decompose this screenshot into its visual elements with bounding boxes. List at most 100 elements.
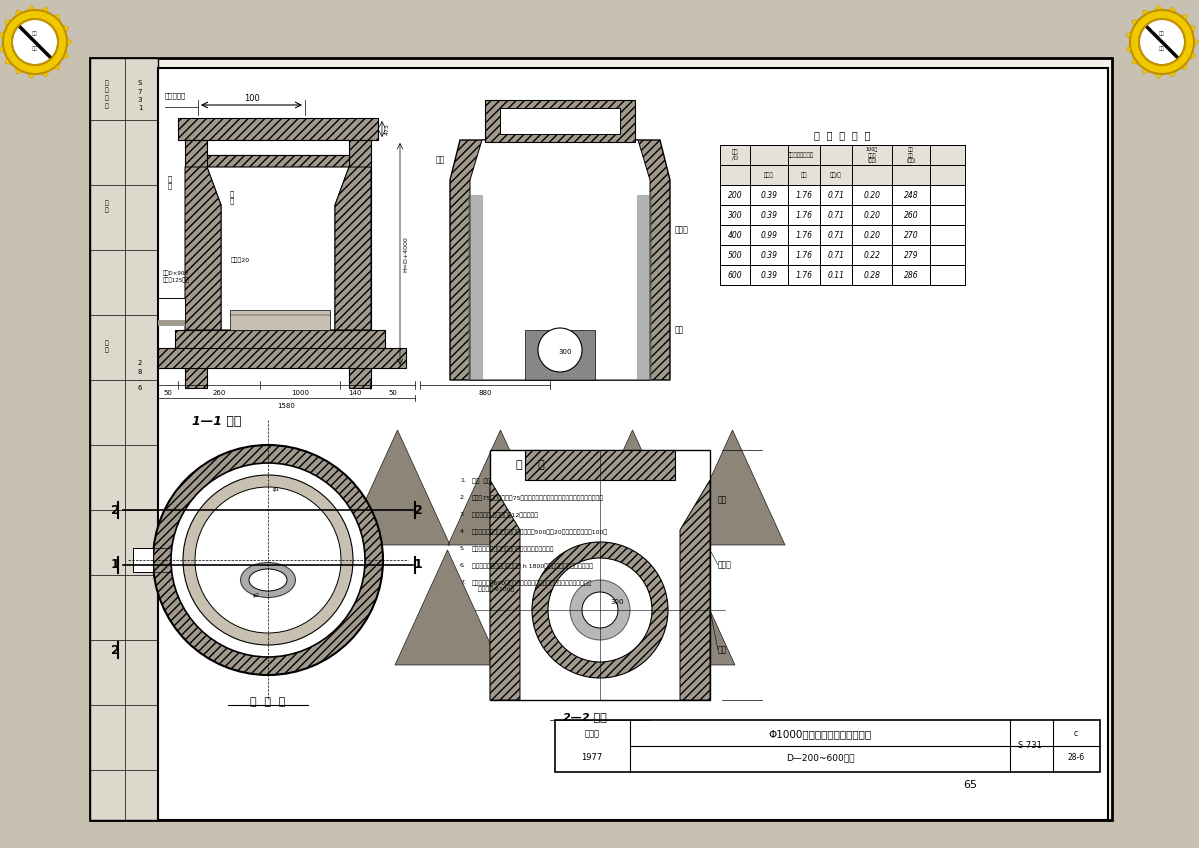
Bar — [158, 68, 1108, 820]
Bar — [721, 145, 965, 165]
Text: c: c — [1074, 729, 1078, 739]
Polygon shape — [5, 57, 12, 64]
Polygon shape — [1132, 57, 1139, 64]
Text: 0.99: 0.99 — [760, 231, 777, 239]
Text: 混凝土兰时井并学驾驶宝置工道路以上500，等20，布线铺宿岩，等100。: 混凝土兰时井并学驾驶宝置工道路以上500，等20，布线铺宿岩，等100。 — [472, 529, 608, 534]
Text: 0.71: 0.71 — [827, 231, 844, 239]
Text: 混凝土（立方米）: 混凝土（立方米） — [788, 152, 814, 158]
Text: 图集: 图集 — [1159, 31, 1165, 36]
Text: 1.76: 1.76 — [795, 210, 813, 220]
Text: 1580: 1580 — [277, 403, 295, 409]
Text: 28-6: 28-6 — [1067, 754, 1085, 762]
Text: D—200~600毫米: D—200~600毫米 — [785, 754, 854, 762]
Text: 2
8
-
6: 2 8 - 6 — [138, 360, 143, 392]
Polygon shape — [1126, 31, 1132, 40]
Text: 400: 400 — [728, 231, 742, 239]
Bar — [525, 330, 595, 380]
Polygon shape — [505, 550, 615, 670]
Text: 279: 279 — [904, 250, 918, 259]
Circle shape — [195, 487, 341, 633]
Text: 接入吾望超照胸纲砸朋砂碎，混凝土贡和铺镇巅。: 接入吾望超照胸纲砸朋砂碎，混凝土贡和铺镇巅。 — [472, 546, 554, 551]
Text: φ1: φ1 — [273, 488, 281, 493]
Polygon shape — [185, 167, 221, 330]
Text: 1: 1 — [110, 559, 120, 572]
Polygon shape — [394, 550, 500, 665]
Text: 6.: 6. — [460, 563, 466, 568]
Bar — [555, 720, 1099, 772]
Circle shape — [532, 542, 668, 678]
Text: 200: 200 — [728, 191, 742, 199]
Polygon shape — [1155, 73, 1163, 79]
Text: 1.: 1. — [460, 478, 466, 483]
Polygon shape — [1189, 25, 1195, 33]
Polygon shape — [1168, 70, 1176, 77]
Text: 截口段: 截口段 — [718, 561, 731, 570]
Text: 475: 475 — [385, 123, 390, 135]
Bar — [207, 155, 349, 167]
Bar — [90, 58, 158, 820]
Circle shape — [4, 10, 67, 74]
Text: S
7
3
1: S 7 3 1 — [138, 80, 143, 111]
Text: 墙口段: 墙口段 — [764, 172, 773, 178]
Bar — [721, 225, 965, 245]
Text: 50: 50 — [163, 390, 173, 396]
Bar — [158, 348, 406, 368]
Text: 井盖: 井盖 — [718, 495, 728, 505]
Bar — [721, 265, 965, 285]
Text: 270: 270 — [904, 231, 918, 239]
Bar — [468, 195, 483, 380]
Polygon shape — [16, 67, 23, 74]
Text: 1—1 剖面: 1—1 剖面 — [192, 415, 241, 428]
Bar — [721, 245, 965, 265]
Polygon shape — [1180, 63, 1187, 70]
Bar — [133, 548, 153, 572]
Text: 井井计算范围600号疑惑上，导台等平于管管靠等，若干黄前生犁时，
   井是型号 6100。: 井井计算范围600号疑惑上，导台等平于管管靠等，若干黄前生犁时， 井是型号 61… — [472, 580, 592, 592]
Polygon shape — [53, 14, 60, 21]
Polygon shape — [0, 31, 5, 40]
Text: H=D+4000: H=D+4000 — [403, 236, 408, 272]
Text: 65: 65 — [963, 780, 977, 790]
Polygon shape — [1180, 14, 1187, 21]
Polygon shape — [41, 70, 49, 77]
Bar — [721, 165, 965, 185]
Bar — [230, 310, 330, 330]
Text: 260: 260 — [212, 390, 225, 396]
Bar — [185, 140, 207, 388]
Text: 1977: 1977 — [582, 754, 603, 762]
Text: 标准图: 标准图 — [584, 729, 600, 739]
Polygon shape — [490, 480, 520, 700]
Text: 300: 300 — [559, 349, 572, 355]
Text: 井身: 井身 — [801, 172, 807, 178]
Text: 286: 286 — [904, 271, 918, 280]
Text: 1000: 1000 — [291, 390, 309, 396]
Text: 2: 2 — [110, 504, 120, 516]
Text: 1.76: 1.76 — [795, 191, 813, 199]
Polygon shape — [62, 51, 68, 59]
Text: 管径
/D: 管径 /D — [731, 149, 739, 161]
Polygon shape — [207, 167, 349, 330]
Bar — [637, 195, 652, 380]
Polygon shape — [67, 37, 72, 47]
Polygon shape — [1189, 51, 1195, 59]
Text: 3.: 3. — [460, 512, 466, 517]
Text: 248: 248 — [904, 191, 918, 199]
Polygon shape — [1168, 7, 1176, 14]
Text: 4.: 4. — [460, 529, 466, 534]
Text: 图
号: 图 号 — [106, 340, 109, 354]
Polygon shape — [580, 430, 685, 545]
Text: 0.20: 0.20 — [863, 231, 880, 239]
Text: 880: 880 — [478, 390, 492, 396]
Text: 1: 1 — [414, 559, 422, 572]
Text: 0.39: 0.39 — [760, 271, 777, 280]
Circle shape — [582, 592, 617, 628]
Text: 砂浆
抹面
(立方): 砂浆 抹面 (立方) — [906, 147, 916, 163]
Text: 流槽宽20: 流槽宽20 — [230, 257, 249, 263]
Text: 上圆: 上圆 — [435, 155, 445, 165]
Text: Φ1000毫米砖砌圆形雨水收水井: Φ1000毫米砖砌圆形雨水收水井 — [769, 729, 872, 739]
Text: 标准: 标准 — [32, 46, 38, 51]
Polygon shape — [450, 140, 670, 380]
Text: 100: 100 — [245, 94, 260, 103]
Text: 600: 600 — [728, 271, 742, 280]
Polygon shape — [629, 550, 735, 665]
Text: 2: 2 — [110, 644, 120, 656]
